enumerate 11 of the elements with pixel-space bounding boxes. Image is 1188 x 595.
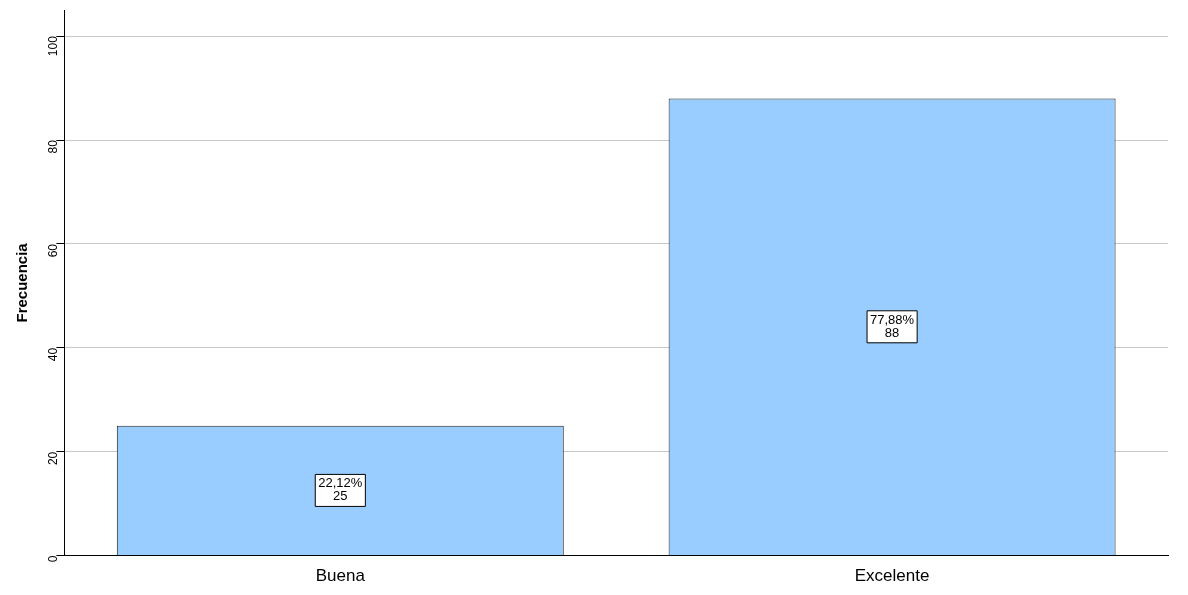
- x-tick-label: Buena: [315, 566, 366, 586]
- y-tick-label: 100: [45, 35, 60, 57]
- y-tick-label: 60: [45, 243, 60, 258]
- y-tick-label: 20: [45, 451, 60, 466]
- data-label: 77,88% 88: [870, 311, 915, 340]
- y-axis-title: Frecuencia: [13, 242, 31, 323]
- x-tick-label: Excelente: [854, 566, 930, 586]
- y-tick-label: 0: [45, 555, 60, 563]
- y-tick-label: 80: [45, 139, 60, 154]
- data-label: 22,12% 25: [318, 475, 363, 504]
- y-tick-label: 40: [45, 347, 60, 362]
